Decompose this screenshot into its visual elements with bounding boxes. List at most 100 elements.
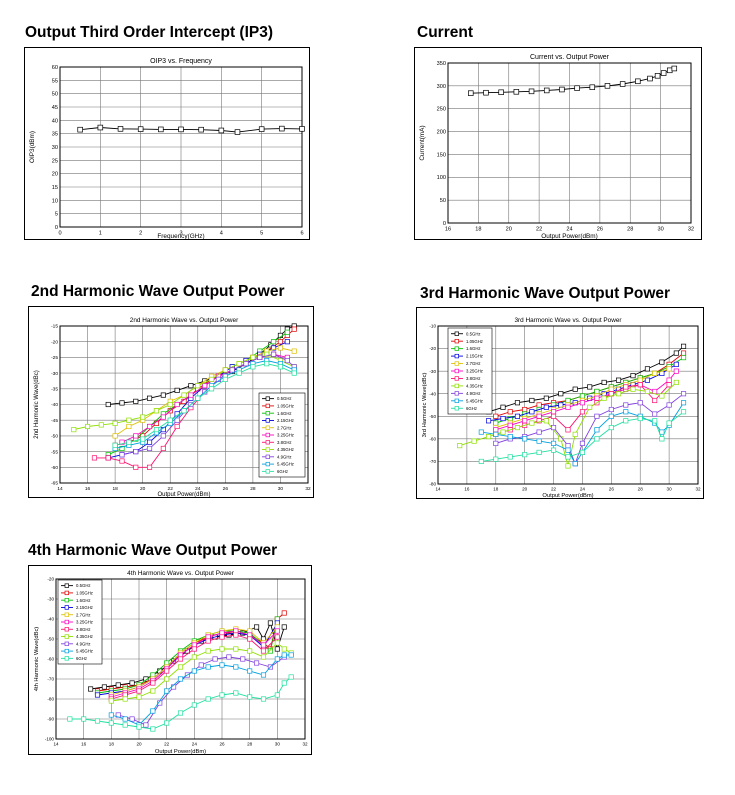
legend-label: 0.5GHz: [277, 396, 292, 401]
data-point: [637, 400, 643, 406]
data-point: [281, 652, 287, 658]
data-point: [143, 676, 149, 682]
x-tick-label: 22: [536, 227, 542, 233]
data-point: [91, 455, 97, 461]
data-point: [543, 404, 549, 410]
data-point: [652, 418, 658, 424]
data-point: [637, 377, 643, 383]
x-tick-label: 14: [57, 486, 63, 492]
data-point: [623, 402, 629, 408]
legend-swatch-marker: [454, 361, 459, 366]
x-tick-label: 28: [250, 486, 256, 492]
data-point: [478, 429, 484, 435]
data-point: [281, 646, 287, 652]
data-point: [254, 660, 260, 666]
x-tick-label: 26: [223, 486, 229, 492]
data-point: [229, 367, 235, 373]
legend-label: 2.15GHz: [466, 354, 483, 359]
current-chart-panel: Current vs. Output Power 16 18 20 22 24 26 28 30…: [414, 47, 702, 240]
data-point: [281, 610, 287, 616]
legend-label: 4.9GHz: [277, 454, 292, 459]
data-point: [587, 404, 593, 410]
data-point: [136, 724, 142, 730]
x-tick-label: 22: [551, 487, 557, 492]
x-tick-label: 26: [609, 487, 615, 492]
data-point: [522, 452, 528, 458]
data-point: [267, 648, 273, 654]
data-point: [291, 370, 297, 376]
data-point: [659, 359, 665, 365]
data-point: [236, 370, 242, 376]
x-axis-label: Output Power(dBm): [155, 749, 206, 755]
legend-swatch-marker: [454, 376, 459, 381]
y-tick-label: 40: [52, 118, 58, 124]
data-point: [493, 440, 499, 446]
legend-label: 6GHz: [76, 656, 87, 661]
2nd-harmonic-chart-panel: 2nd Harmonic Wave vs. Output Power 14 16 18…: [28, 306, 314, 498]
data-point: [514, 425, 520, 431]
legend-swatch-marker: [454, 339, 459, 344]
data-point: [108, 698, 114, 704]
legend-label: 2.7GHz: [76, 612, 91, 617]
legend-label: 5.45GHz: [277, 462, 294, 467]
y-tick-label: -40: [51, 402, 58, 408]
data-point: [619, 81, 626, 87]
data-point: [623, 409, 629, 415]
data-point: [671, 65, 678, 72]
data-point: [601, 395, 607, 401]
data-point: [666, 402, 672, 408]
data-point: [233, 632, 239, 638]
data-point: [98, 422, 104, 428]
data-point: [500, 415, 506, 422]
data-point: [94, 692, 101, 698]
data-point: [112, 420, 118, 426]
legend-swatch-marker: [454, 331, 459, 336]
data-point: [681, 350, 687, 356]
y-tick-label: -35: [51, 386, 58, 392]
3rd-harmonic-chart: 3rd Harmonic Wave vs. Output Power 14 16 18…: [422, 317, 701, 499]
y-axis-label: 3rd Harmonic Wave(dBc): [422, 373, 428, 438]
x-tick-label: 26: [219, 742, 225, 747]
data-point: [522, 418, 528, 424]
2nd-harmonic-chart: 2nd Harmonic Wave vs. Output Power 14 16 18…: [34, 317, 311, 498]
data-point: [644, 377, 650, 383]
data-point: [652, 397, 658, 404]
legend-swatch-marker: [64, 634, 69, 639]
data-point: [608, 386, 614, 392]
data-point: [288, 674, 294, 680]
data-point: [594, 388, 600, 395]
y-tick-label: 10: [52, 198, 58, 204]
legend: 0.5GHz 1.05GHz 1.6GHz 2.15GHz 2.7GHz 3.25GHz 3…: [447, 327, 493, 415]
section-title-ip3: Output Third Order Intercept (IP3): [25, 24, 274, 41]
data-point: [500, 404, 506, 410]
data-point: [681, 391, 687, 397]
data-point: [659, 436, 665, 442]
series-group: [468, 65, 678, 96]
3rd-harmonic-chart-panel: 3rd Harmonic Wave vs. Output Power 14 16 18…: [416, 307, 704, 499]
legend-swatch-marker: [265, 418, 270, 423]
data-point: [574, 85, 580, 91]
data-point: [522, 406, 528, 413]
legend-swatch-marker: [265, 403, 270, 409]
data-point: [236, 361, 242, 367]
y-tick-label: 20: [52, 172, 58, 178]
series-line: [481, 411, 684, 462]
legend-swatch-marker: [265, 396, 270, 401]
x-tick-label: 30: [658, 227, 664, 233]
data-point: [112, 442, 118, 448]
y-tick-label: -20: [51, 339, 58, 345]
data-point: [219, 634, 225, 640]
data-point: [274, 628, 280, 634]
data-point: [129, 680, 135, 686]
y-tick-label: 5: [55, 212, 58, 218]
data-point: [226, 654, 232, 660]
data-point: [119, 458, 125, 464]
data-point: [666, 420, 672, 426]
x-tick-label: 18: [493, 487, 499, 492]
data-point: [108, 712, 114, 718]
legend-label: 0.5GHz: [76, 583, 91, 588]
data-point: [126, 439, 132, 445]
data-point: [284, 357, 290, 364]
data-point: [153, 427, 159, 433]
